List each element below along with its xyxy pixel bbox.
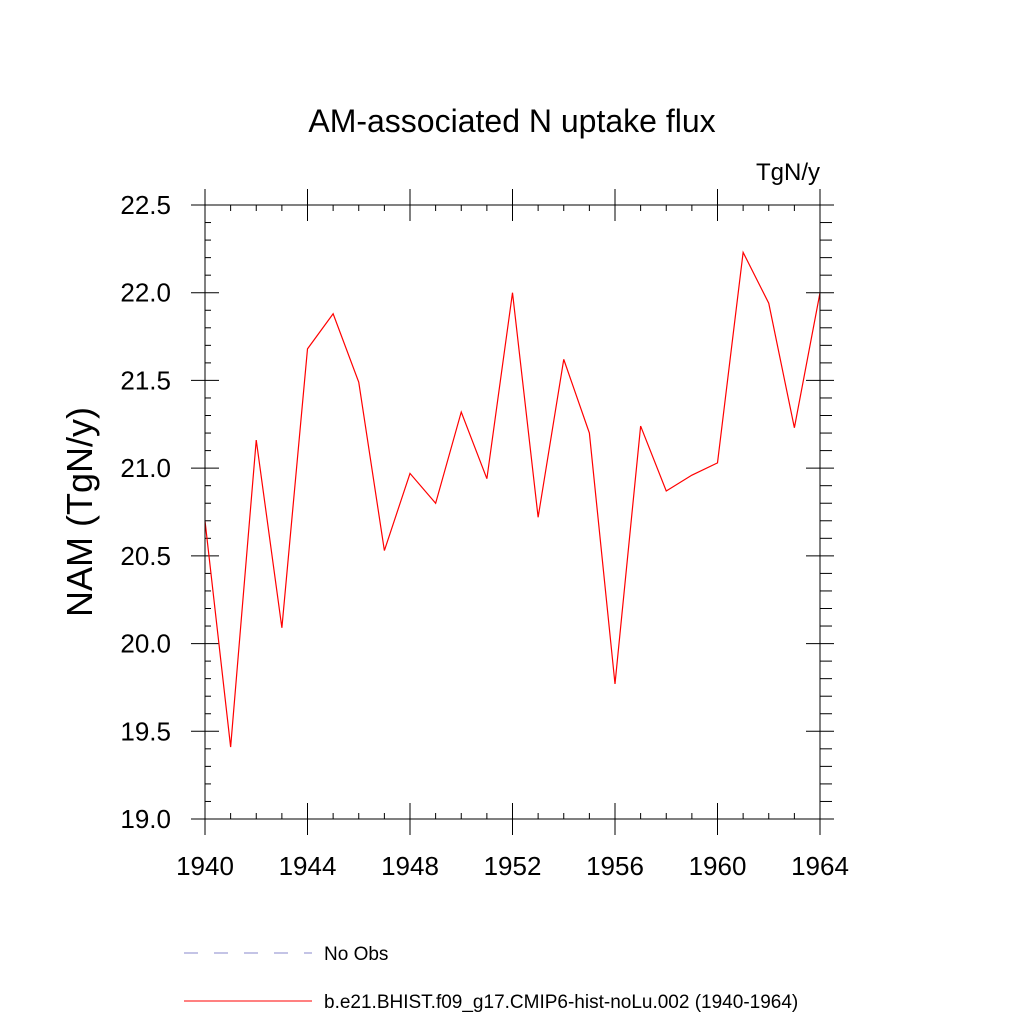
x-tick-label: 1960	[689, 851, 747, 881]
x-tick-label: 1940	[176, 851, 234, 881]
units-label: TgN/y	[756, 159, 820, 186]
y-tick-label: 19.0	[120, 804, 171, 834]
y-tick-label: 19.5	[120, 716, 171, 746]
y-tick-label: 21.5	[120, 365, 171, 395]
minor-ticks	[205, 205, 832, 819]
series-line	[204, 250, 821, 748]
chart-title: AM-associated N uptake flux	[308, 103, 715, 139]
y-tick-label: 21.0	[120, 453, 171, 483]
legend-label-model: b.e21.BHIST.f09_g17.CMIP6-hist-noLu.002 …	[324, 992, 798, 1013]
y-tick-label: 20.0	[120, 629, 171, 659]
plot-frame	[204, 204, 821, 820]
y-tick-label: 22.5	[120, 190, 171, 220]
y-tick-label: 20.5	[120, 541, 171, 571]
legend-label-no-obs: No Obs	[324, 944, 388, 965]
x-tick-label: 1944	[279, 851, 337, 881]
series-group	[204, 250, 821, 748]
x-tick-label: 1964	[791, 851, 849, 881]
y-axis-label: NAM (TgN/y)	[59, 407, 100, 617]
major-ticks	[191, 189, 834, 835]
y-tick-labels: 19.0 19.5 20.0 20.5 21.0 21.5 22.0 22.5	[120, 190, 171, 834]
x-tick-label: 1948	[381, 851, 439, 881]
legend: No Obs b.e21.BHIST.f09_g17.CMIP6-hist-no…	[184, 944, 798, 1013]
y-tick-label: 22.0	[120, 278, 171, 308]
x-tick-labels: 1940 1944 1948 1952 1956 1960 1964	[176, 851, 849, 881]
x-tick-label: 1952	[484, 851, 542, 881]
x-tick-label: 1956	[586, 851, 644, 881]
